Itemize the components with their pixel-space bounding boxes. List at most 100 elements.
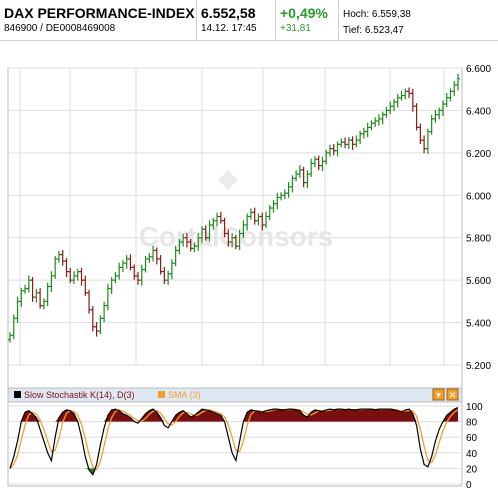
ohlc-bar xyxy=(328,144,332,157)
ohlc-bar xyxy=(425,128,430,155)
ohlc-bar xyxy=(422,135,427,154)
indicator-minimize-button[interactable] xyxy=(432,388,445,401)
ohlc-bar xyxy=(233,234,238,250)
ohlc-bar xyxy=(8,332,12,343)
ohlc-bar xyxy=(147,252,152,263)
indicator-tick-label: 60 xyxy=(466,433,478,444)
ohlc-bar xyxy=(354,135,359,148)
ohlc-bar xyxy=(211,217,216,230)
instrument-name-cell: DAX PERFORMANCE-INDEX 846900 / DE0008469… xyxy=(0,0,197,40)
ohlc-bar xyxy=(256,213,261,226)
ohlc-bar xyxy=(433,110,438,123)
ohlc-bar xyxy=(361,127,366,139)
day-low: Tief: 6.523,47 xyxy=(343,25,404,36)
ohlc-bar xyxy=(279,192,284,201)
ohlc-bar xyxy=(350,136,355,150)
y-tick-label: 5.800 xyxy=(466,234,491,245)
ohlc-bar xyxy=(410,88,415,112)
ohlc-bar xyxy=(169,259,174,280)
ohlc-bar xyxy=(320,156,325,172)
ohlc-bar xyxy=(331,143,336,156)
ohlc-bar xyxy=(11,314,16,340)
ohlc-bar xyxy=(399,90,404,101)
ohlc-bar xyxy=(373,117,378,127)
y-tick-label: 5.400 xyxy=(466,319,491,330)
stochastic-k-line xyxy=(9,407,459,476)
overbought-fill xyxy=(10,407,458,422)
ohlc-bar xyxy=(226,229,231,247)
y-tick-label: 5.600 xyxy=(466,276,491,287)
ohlc-bar xyxy=(181,233,186,247)
ohlc-bar xyxy=(271,199,276,213)
ohlc-bar xyxy=(173,245,178,267)
ohlc-bar xyxy=(286,182,291,198)
ohlc-bar xyxy=(448,88,453,102)
plot-frame xyxy=(7,67,463,423)
ohlc-bar xyxy=(414,103,419,131)
ohlc-bar xyxy=(380,111,385,125)
ohlc-bar xyxy=(301,166,306,188)
ohlc-bar xyxy=(102,301,107,323)
ohlc-bar xyxy=(245,213,250,231)
ohlc-bar xyxy=(72,271,76,284)
price-time: 14.12. 17:45 xyxy=(201,23,257,34)
ohlc-bar xyxy=(237,229,242,251)
ohlc-bar xyxy=(184,233,189,248)
ohlc-bar xyxy=(346,137,351,150)
ohlc-bar xyxy=(218,211,223,224)
ohlc-bar xyxy=(260,212,265,231)
ohlc-bar xyxy=(429,115,434,135)
ohlc-bar xyxy=(90,306,95,332)
ohlc-bar xyxy=(136,272,140,285)
indicator-close-button[interactable] xyxy=(446,388,459,401)
change-absolute: +31,81 xyxy=(280,23,311,34)
ohlc-bar xyxy=(392,98,396,111)
ohlc-bar xyxy=(456,73,460,91)
ohlc-bar xyxy=(440,100,445,116)
instrument-name: DAX PERFORMANCE-INDEX xyxy=(4,5,195,21)
ohlc-bar xyxy=(83,275,88,296)
ohlc-bar xyxy=(241,220,246,239)
ohlc-bar xyxy=(403,88,408,100)
ohlc-bar xyxy=(158,255,163,275)
ohlc-bar xyxy=(26,275,31,293)
ohlc-bar xyxy=(79,267,84,286)
ohlc-bar xyxy=(203,225,208,241)
ohlc-bar xyxy=(264,211,268,228)
instrument-id: 846900 / DE0008469008 xyxy=(4,23,116,34)
stoch-legend-swatch xyxy=(14,391,21,398)
minimize-icon: ▾ xyxy=(436,390,441,400)
ohlc-bar xyxy=(23,284,28,294)
ohlc-bar xyxy=(395,93,400,108)
ohlc-bar xyxy=(309,158,314,178)
ohlc-bar xyxy=(196,233,201,251)
ohlc-bar xyxy=(275,192,280,210)
ohlc-bar xyxy=(388,101,393,115)
ohlc-bar xyxy=(105,283,110,311)
ohlc-bar xyxy=(19,287,24,307)
ohlc-bar xyxy=(120,260,125,273)
ohlc-bar xyxy=(215,212,220,227)
ohlc-bar xyxy=(267,205,272,221)
ohlc-bar xyxy=(53,255,58,279)
indicator-tick-label: 40 xyxy=(466,449,478,460)
y-tick-label: 6.400 xyxy=(466,106,491,117)
ohlc-bar xyxy=(200,226,204,244)
ohlc-bar xyxy=(124,255,129,269)
price-cell: 6.552,58 14.12. 17:45 xyxy=(197,0,276,40)
ohlc-bar xyxy=(162,266,167,284)
sma-legend-swatch xyxy=(158,391,165,398)
ohlc-bar xyxy=(41,298,46,310)
ohlc-bar xyxy=(324,149,329,165)
ohlc-bar xyxy=(166,270,171,285)
ohlc-bar xyxy=(418,123,423,144)
ohlc-bar xyxy=(444,93,449,108)
ohlc-bar xyxy=(34,289,39,303)
ohlc-bar xyxy=(38,288,43,309)
ohlc-bar xyxy=(358,130,363,144)
ohlc-bar xyxy=(335,141,340,157)
ohlc-bar xyxy=(15,296,20,323)
ohlc-bar xyxy=(143,255,148,273)
ohlc-bar xyxy=(376,114,381,126)
ohlc-bar xyxy=(139,264,144,286)
